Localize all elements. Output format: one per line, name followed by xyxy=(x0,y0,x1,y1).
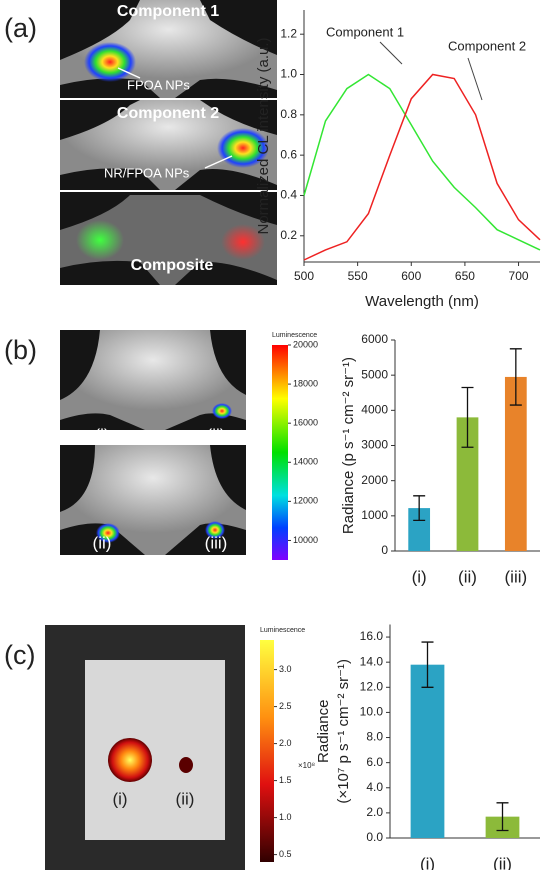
image-label: FPOA NPs xyxy=(127,77,190,92)
y-tick-label: 2.0 xyxy=(366,805,383,819)
y-tick-label: 0.6 xyxy=(280,147,297,161)
y-tick-label: 3000 xyxy=(361,438,388,452)
colorbar-tick-label: 0.5 xyxy=(279,849,292,859)
x-tick-label: (i) xyxy=(420,854,435,870)
colorbar-tick-label: 3.0 xyxy=(279,664,292,674)
colorbar-tick-label: 2.5 xyxy=(279,701,292,711)
y-tick-label: 10.0 xyxy=(360,705,384,719)
colorbar-tick-label: 18000 xyxy=(293,378,318,388)
y-tick-label: 1.0 xyxy=(280,67,297,81)
colorbar-multiplier: ×10⁸ xyxy=(298,761,315,770)
colorbar-tick-label: 10000 xyxy=(293,535,318,545)
annotation-arrow xyxy=(468,58,482,100)
y-tick-label: 0.8 xyxy=(280,107,297,121)
x-tick-label: 600 xyxy=(401,269,421,283)
image-label: (iii) xyxy=(205,533,228,552)
y-axis-label: Radiance xyxy=(315,700,332,763)
y-tick-label: 4000 xyxy=(361,403,388,417)
colorbar-title: Luminescence xyxy=(272,332,317,339)
colorbar xyxy=(260,640,274,862)
image-label: (i) xyxy=(112,789,127,808)
image-a xyxy=(60,0,277,285)
y-tick-label: 16.0 xyxy=(360,629,384,643)
image-label: NR/FPOA NPs xyxy=(104,165,190,180)
y-tick-label: 12.0 xyxy=(360,679,384,693)
y-tick-label: 0 xyxy=(381,543,388,557)
series-line xyxy=(304,75,540,261)
image-label: Composite xyxy=(131,257,214,274)
x-tick-label: (ii) xyxy=(493,854,512,870)
y-tick-label: 14.0 xyxy=(360,654,384,668)
y-tick-label: 0.4 xyxy=(280,188,297,202)
y-tick-label: 6.0 xyxy=(366,755,383,769)
annotation-arrow xyxy=(380,42,402,64)
x-tick-label: (ii) xyxy=(458,567,477,586)
image-c xyxy=(45,625,245,870)
y-tick-label: 5000 xyxy=(361,367,388,381)
annotation: Component 2 xyxy=(448,38,526,53)
series-line xyxy=(304,75,540,250)
y-axis-label: (×10⁷ p s⁻¹ cm⁻² sr⁻¹) xyxy=(335,659,352,804)
colorbar-tick-label: 2.0 xyxy=(279,738,292,748)
x-tick-label: (i) xyxy=(412,567,427,586)
image-label: (ii) xyxy=(207,425,226,444)
image-label: (i) xyxy=(94,425,109,444)
y-tick-label: 1.2 xyxy=(280,26,297,40)
x-tick-label: 650 xyxy=(455,269,475,283)
x-tick-label: 500 xyxy=(294,269,314,283)
colorbar-tick-label: 20000 xyxy=(293,339,318,349)
bar xyxy=(411,665,445,838)
colorbar-title: Luminescence xyxy=(260,627,305,634)
image-label: Component 1 xyxy=(117,3,219,20)
annotation: Component 1 xyxy=(326,24,404,39)
panel-label: (b) xyxy=(4,335,37,365)
x-tick-label: (iii) xyxy=(505,567,528,586)
y-tick-label: 2000 xyxy=(361,473,388,487)
colorbar-tick-label: 12000 xyxy=(293,496,318,506)
x-tick-label: 550 xyxy=(348,269,368,283)
colorbar xyxy=(272,345,288,560)
y-tick-label: 0.2 xyxy=(280,228,297,242)
x-axis-label: Wavelength (nm) xyxy=(365,293,479,310)
image-label: (ii) xyxy=(176,789,195,808)
x-tick-label: 700 xyxy=(509,269,529,283)
colorbar-tick-label: 1.5 xyxy=(279,775,292,785)
colorbar-tick-label: 14000 xyxy=(293,457,318,467)
y-tick-label: 8.0 xyxy=(366,730,383,744)
figure: (a) (b) (c) Component 1 FPOA NPs Compone… xyxy=(0,0,542,870)
y-axis-label: Normalized CL intensity (a.u.) xyxy=(255,37,272,234)
image-label: Component 2 xyxy=(117,105,219,122)
colorbar-tick-label: 1.0 xyxy=(279,812,292,822)
panel-label: (c) xyxy=(4,640,35,670)
y-tick-label: 4.0 xyxy=(366,780,383,794)
y-tick-label: 1000 xyxy=(361,508,388,522)
colorbar-tick-label: 16000 xyxy=(293,418,318,428)
y-tick-label: 6000 xyxy=(361,332,388,346)
y-tick-label: 0.0 xyxy=(366,830,383,844)
image-label: (ii) xyxy=(93,533,112,552)
panel-label: (a) xyxy=(4,13,37,43)
y-axis-label: Radiance (p s⁻¹ cm⁻² sr⁻¹) xyxy=(340,357,357,534)
